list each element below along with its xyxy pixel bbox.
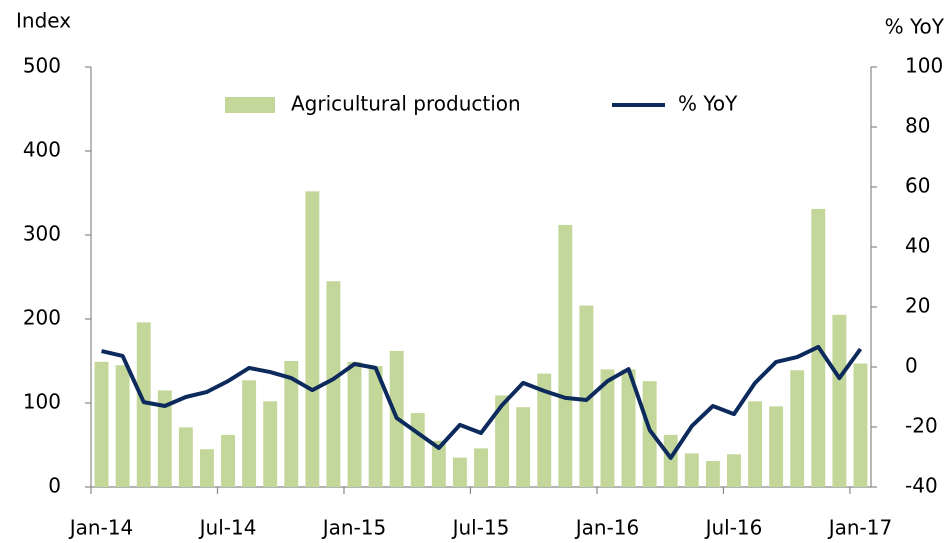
bar — [853, 363, 868, 487]
bar — [600, 369, 615, 487]
bar — [178, 427, 193, 487]
bar — [431, 440, 446, 487]
bar — [558, 224, 573, 488]
bar — [516, 407, 531, 487]
y2-tick-label: 60 — [905, 174, 930, 198]
bar — [347, 361, 362, 487]
y2-tick-label: -20 — [905, 414, 938, 438]
x-tick-label: Jan-14 — [68, 516, 134, 540]
bar — [452, 457, 467, 487]
bar — [727, 454, 741, 487]
bar — [199, 449, 214, 487]
y-axis-title: Index — [16, 9, 71, 33]
y-tick-label: 400 — [23, 138, 61, 162]
x-tick-label: Jul-16 — [704, 516, 763, 540]
x-tick-label: Jul-14 — [198, 516, 257, 540]
bar — [832, 314, 847, 487]
bar — [221, 434, 235, 487]
bar — [326, 281, 341, 487]
y-tick-label: 100 — [23, 390, 61, 414]
y2-tick-label: 100 — [905, 54, 943, 78]
bar — [115, 365, 130, 487]
x-tick-label: Jan-16 — [574, 516, 640, 540]
bar — [769, 406, 784, 487]
y-tick-label: 200 — [23, 306, 61, 330]
legend-swatch — [225, 97, 275, 113]
bar — [94, 361, 109, 487]
line — [101, 344, 863, 460]
x-tick-label: Jan-15 — [321, 516, 387, 540]
bar — [242, 380, 257, 487]
y2-tick-label: 20 — [905, 294, 930, 318]
legend-label: Agricultural production — [291, 92, 521, 116]
bar — [684, 453, 699, 487]
bar — [157, 390, 172, 487]
y-tick-label: 300 — [23, 222, 61, 246]
bar — [705, 460, 720, 487]
y-tick-label: 0 — [48, 474, 61, 498]
y2-axis-title: % YoY — [885, 15, 944, 39]
x-tick-label: Jul-15 — [451, 516, 510, 540]
bar — [642, 381, 657, 487]
bar — [263, 401, 278, 487]
bar — [474, 448, 488, 487]
y-tick-label: 500 — [23, 54, 61, 78]
y2-tick-label: -40 — [905, 474, 938, 498]
bar — [305, 191, 320, 487]
bar — [495, 395, 510, 487]
bar — [748, 401, 763, 487]
y2-tick-label: 0 — [905, 354, 918, 378]
bar — [368, 366, 383, 487]
bar — [579, 305, 594, 487]
legend-label: % YoY — [678, 92, 738, 116]
bar — [284, 361, 299, 487]
x-tick-label: Jan-17 — [827, 516, 893, 540]
y2-tick-label: 80 — [905, 114, 930, 138]
bar — [663, 434, 678, 487]
y2-tick-label: 40 — [905, 234, 930, 258]
bar — [410, 413, 425, 487]
bar — [136, 322, 151, 487]
bar — [537, 373, 552, 487]
bar — [790, 370, 805, 487]
bar — [621, 369, 636, 487]
